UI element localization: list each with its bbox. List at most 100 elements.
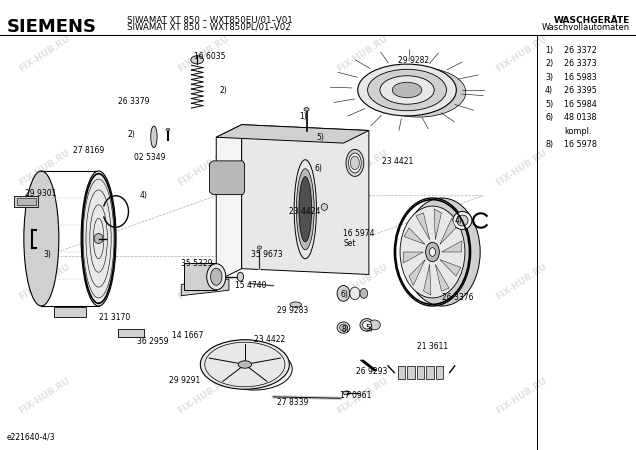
Polygon shape xyxy=(242,125,369,274)
Text: 36 2959: 36 2959 xyxy=(137,338,169,346)
Ellipse shape xyxy=(211,268,222,285)
Ellipse shape xyxy=(299,176,312,242)
Ellipse shape xyxy=(360,288,368,298)
Ellipse shape xyxy=(371,68,466,117)
Text: 3): 3) xyxy=(43,250,51,259)
Ellipse shape xyxy=(346,149,364,176)
Ellipse shape xyxy=(392,82,422,98)
FancyBboxPatch shape xyxy=(417,366,424,379)
Text: 16 5978: 16 5978 xyxy=(564,140,597,149)
Ellipse shape xyxy=(290,302,301,307)
Text: Waschvollautomaten: Waschvollautomaten xyxy=(541,22,630,32)
Ellipse shape xyxy=(350,156,359,170)
Ellipse shape xyxy=(343,391,350,395)
Text: 8): 8) xyxy=(342,325,349,334)
Text: 26 3379: 26 3379 xyxy=(118,97,149,106)
Polygon shape xyxy=(441,241,462,252)
Ellipse shape xyxy=(404,198,480,306)
Ellipse shape xyxy=(337,322,350,333)
Ellipse shape xyxy=(369,320,380,330)
Text: 6): 6) xyxy=(340,290,348,299)
Text: SIWAMAT XT 850 – WXT850EU/01–V01: SIWAMAT XT 850 – WXT850EU/01–V01 xyxy=(127,16,293,25)
Text: FIX-HUB.RU: FIX-HUB.RU xyxy=(17,148,72,188)
Text: 6): 6) xyxy=(315,164,322,173)
Ellipse shape xyxy=(368,69,446,111)
Ellipse shape xyxy=(453,212,472,230)
Polygon shape xyxy=(424,264,431,295)
Text: 2): 2) xyxy=(545,59,553,68)
Polygon shape xyxy=(404,228,425,244)
Polygon shape xyxy=(440,260,461,276)
Text: FIX-HUB.RU: FIX-HUB.RU xyxy=(17,376,72,416)
Polygon shape xyxy=(403,252,424,263)
FancyBboxPatch shape xyxy=(118,328,144,337)
Ellipse shape xyxy=(380,76,434,104)
Ellipse shape xyxy=(321,203,328,210)
Ellipse shape xyxy=(207,264,226,290)
Text: FIX-HUB.RU: FIX-HUB.RU xyxy=(17,262,72,302)
FancyBboxPatch shape xyxy=(426,366,434,379)
Ellipse shape xyxy=(191,56,204,64)
Text: 29 9291: 29 9291 xyxy=(169,376,200,385)
FancyBboxPatch shape xyxy=(407,366,415,379)
Text: 8): 8) xyxy=(545,140,553,149)
Ellipse shape xyxy=(363,321,371,329)
Text: 4): 4) xyxy=(545,86,553,95)
Ellipse shape xyxy=(337,285,350,302)
Ellipse shape xyxy=(94,234,103,243)
Text: 16 6035: 16 6035 xyxy=(194,52,226,61)
FancyBboxPatch shape xyxy=(17,198,36,205)
Text: 5): 5) xyxy=(317,133,324,142)
Text: SIWAMAT XT 850 – WXT850PL/01–V02: SIWAMAT XT 850 – WXT850PL/01–V02 xyxy=(127,22,291,32)
Text: FIX-HUB.RU: FIX-HUB.RU xyxy=(17,34,72,74)
Text: 1): 1) xyxy=(545,46,553,55)
Ellipse shape xyxy=(425,242,439,262)
Text: 23 4421: 23 4421 xyxy=(382,158,413,166)
Text: FIX-HUB.RU: FIX-HUB.RU xyxy=(335,376,390,416)
Ellipse shape xyxy=(340,324,347,331)
Ellipse shape xyxy=(350,287,360,300)
Ellipse shape xyxy=(238,361,252,368)
Text: 21 3170: 21 3170 xyxy=(99,313,130,322)
FancyBboxPatch shape xyxy=(54,307,86,317)
Text: 27 8339: 27 8339 xyxy=(277,398,308,407)
Text: 2): 2) xyxy=(219,86,227,94)
Text: FIX-HUB.RU: FIX-HUB.RU xyxy=(176,148,231,188)
Polygon shape xyxy=(434,209,441,240)
Text: 26 3373: 26 3373 xyxy=(564,59,597,68)
Polygon shape xyxy=(435,264,449,291)
Ellipse shape xyxy=(400,206,465,298)
Ellipse shape xyxy=(200,340,289,389)
Text: 23 4422: 23 4422 xyxy=(254,335,286,344)
Text: 29 9283: 29 9283 xyxy=(277,306,308,315)
Text: 16 5974: 16 5974 xyxy=(343,230,375,238)
Text: FIX-HUB.RU: FIX-HUB.RU xyxy=(176,376,231,416)
Text: Set: Set xyxy=(343,239,356,248)
Ellipse shape xyxy=(166,128,170,131)
Text: 14 1667: 14 1667 xyxy=(172,331,203,340)
Ellipse shape xyxy=(304,108,309,111)
Ellipse shape xyxy=(230,356,279,382)
FancyBboxPatch shape xyxy=(398,366,405,379)
Text: WASCHGERÄTE: WASCHGERÄTE xyxy=(553,16,630,25)
Polygon shape xyxy=(184,263,216,290)
Text: 1): 1) xyxy=(299,112,307,122)
Text: FIX-HUB.RU: FIX-HUB.RU xyxy=(176,34,231,74)
Text: 02 5349: 02 5349 xyxy=(134,153,165,162)
Ellipse shape xyxy=(237,272,244,281)
Ellipse shape xyxy=(296,169,314,250)
Text: 26 3372: 26 3372 xyxy=(564,46,597,55)
Text: 23 4424: 23 4424 xyxy=(289,207,321,216)
Polygon shape xyxy=(416,213,430,240)
Polygon shape xyxy=(216,125,369,143)
Text: SIEMENS: SIEMENS xyxy=(6,18,97,36)
Text: FIX-HUB.RU: FIX-HUB.RU xyxy=(335,262,390,302)
Text: 5): 5) xyxy=(366,324,373,333)
Ellipse shape xyxy=(257,246,262,249)
Text: FIX-HUB.RU: FIX-HUB.RU xyxy=(494,148,549,188)
Ellipse shape xyxy=(357,64,457,116)
Ellipse shape xyxy=(360,319,374,331)
Ellipse shape xyxy=(429,248,436,256)
Text: 4): 4) xyxy=(140,191,148,200)
Text: FIX-HUB.RU: FIX-HUB.RU xyxy=(176,262,231,302)
